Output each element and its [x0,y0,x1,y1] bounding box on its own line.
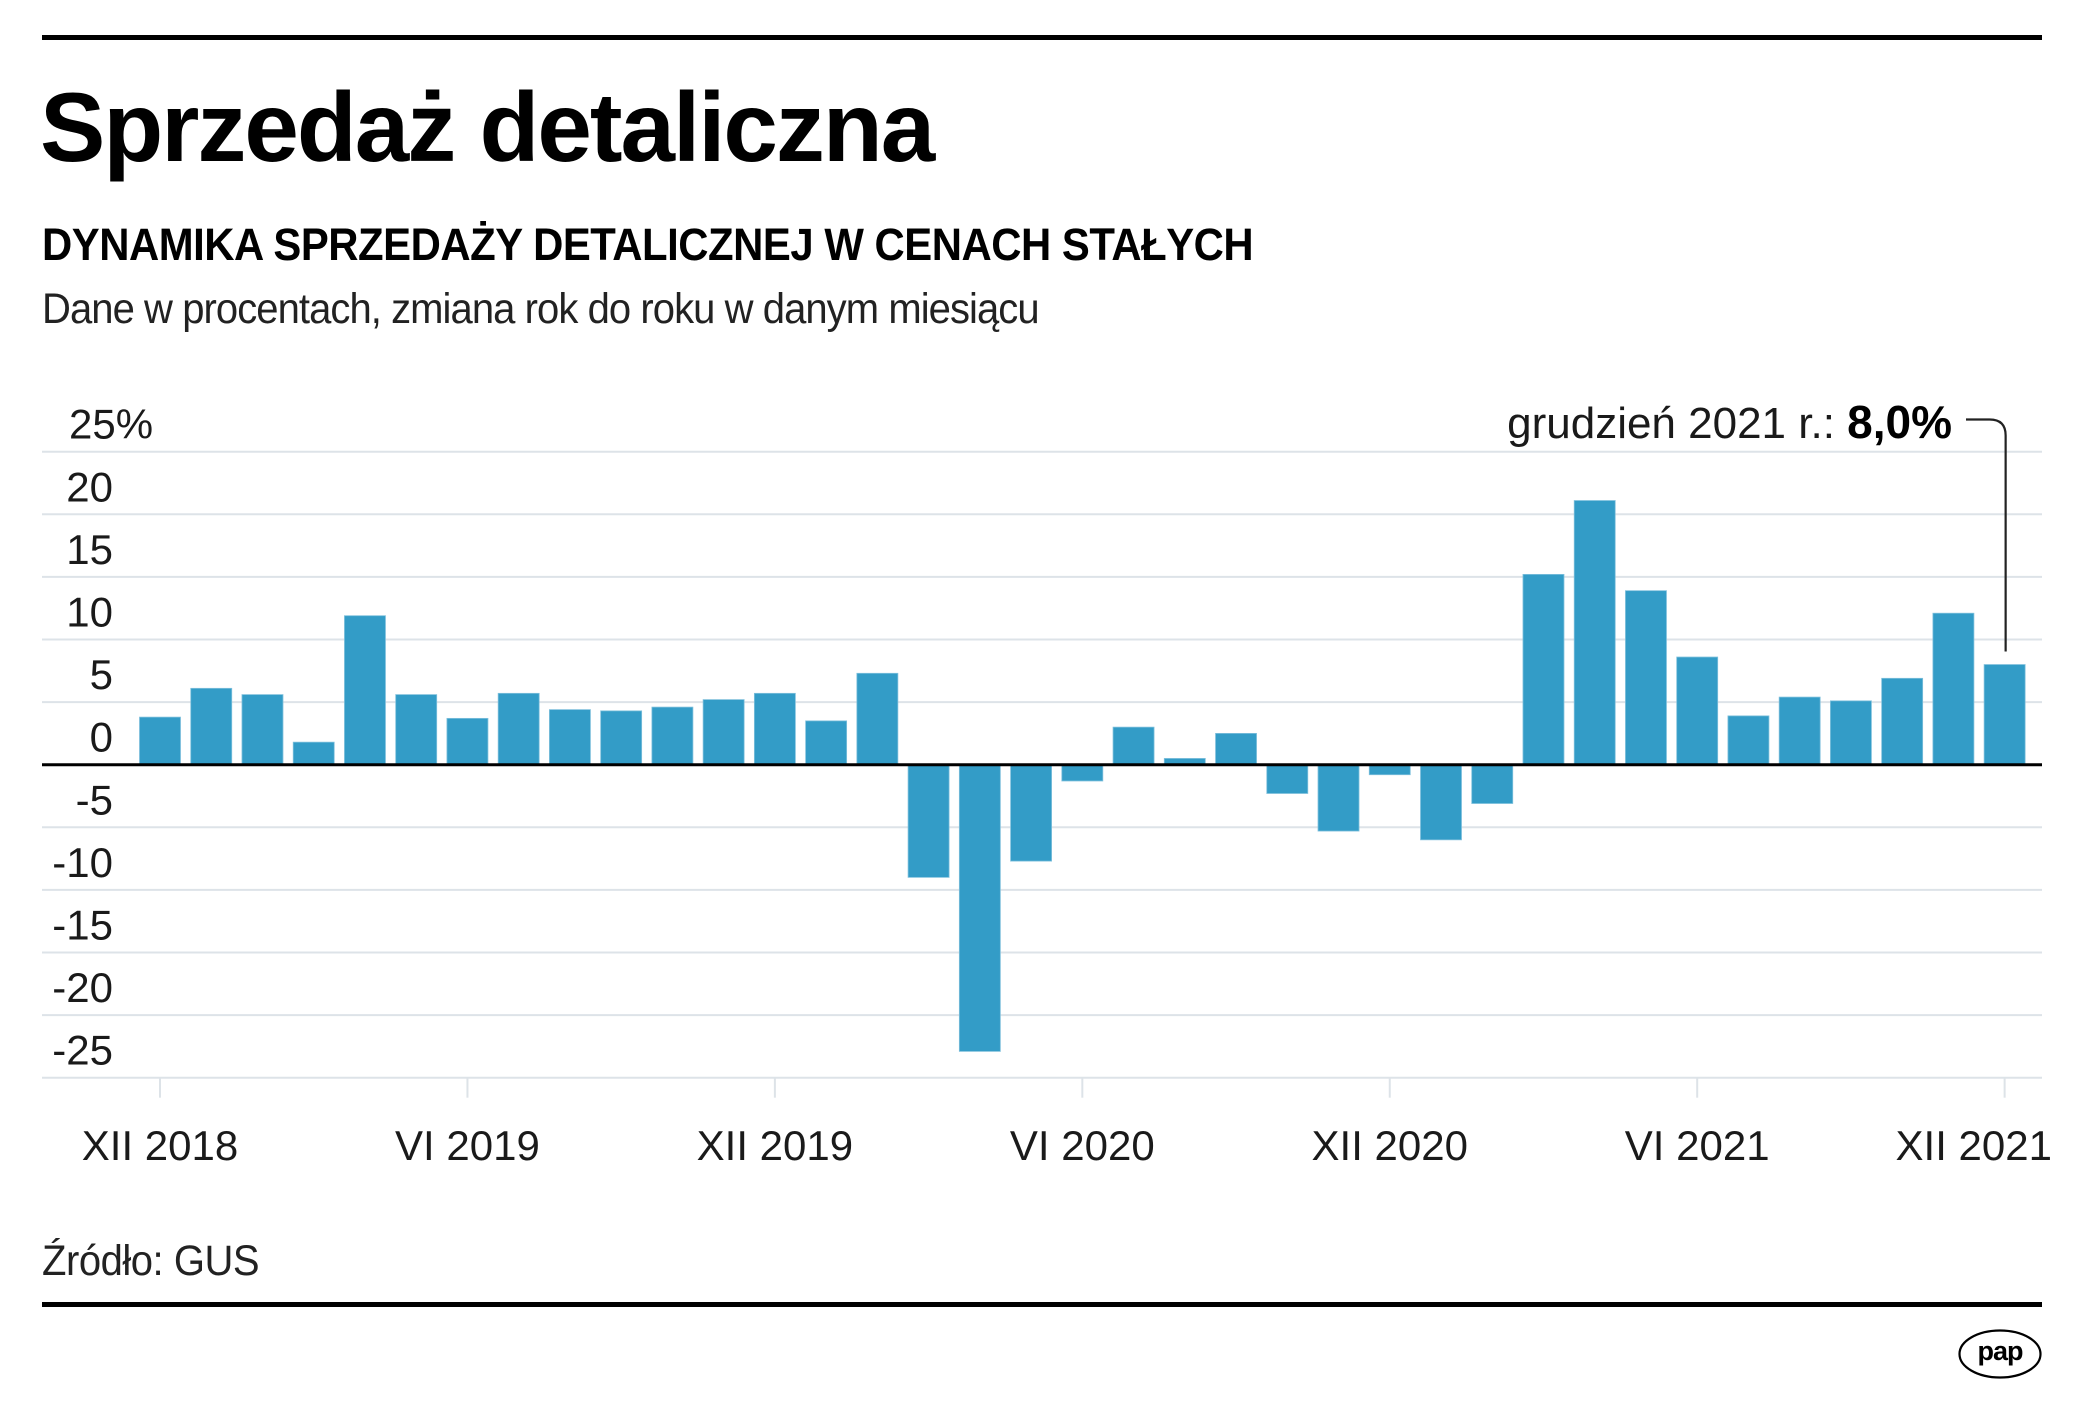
bar-xi-2020 [1317,764,1360,832]
x-tick-label: XII 2021 [1896,1122,2052,1169]
bar-v-2020 [1010,764,1052,862]
x-tick-label: XII 2020 [1312,1122,1468,1169]
bar-iii-2019 [292,741,335,766]
bar-x-2021 [1881,677,1924,766]
bar-ii-2021 [1471,764,1514,804]
bar-vii-2020 [1112,726,1155,766]
bottom-rule [42,1302,2042,1307]
x-axis-ticks [159,1077,2006,1098]
y-tick-label: 0 [90,714,113,761]
bar-i-2021 [1420,764,1462,841]
bar-x-2019 [651,706,694,766]
y-tick-label: -10 [52,839,113,886]
bar-xii-2019 [753,692,796,766]
bar-viii-2019 [549,709,591,766]
y-tick-label: -5 [76,776,113,823]
logo-text: pap [1977,1336,2023,1366]
bar-xii-2020 [1368,764,1411,776]
top-rule [42,35,2042,40]
bar-iv-2020 [958,764,1001,1052]
bar-iv-2021 [1573,500,1616,766]
x-tick-label: VI 2020 [1010,1122,1155,1169]
y-tick-label: 15 [66,526,113,573]
x-axis-labels: XII 2018 VI 2019 XII 2019 VI 2020 XII 2020 VI… [82,1122,2052,1169]
bar-vi-2020 [1061,764,1104,782]
source-note: Źródło: GUS [42,1237,260,1285]
y-tick-label: 25% [69,401,153,448]
x-tick-label: XII 2018 [82,1122,238,1169]
callout-value: 8,0% [1847,396,1952,448]
chart-description: Dane w procentach, zmiana rok do roku w … [42,285,1040,333]
bar-i-2020 [805,720,848,766]
bar-ii-2019 [241,694,284,766]
bar-vii-2021 [1727,715,1770,766]
bar-i-2019 [190,687,233,766]
bar-ii-2020 [856,672,899,766]
pap-logo-icon: pap [1958,1329,2042,1379]
bar-xii-2018 [139,716,181,766]
callout-label: grudzień 2021 r.: 8,0% [1507,396,1952,448]
callout-label-text: grudzień 2021 r.: [1507,399,1847,448]
bar-ix-2019 [600,710,643,766]
bar-vi-2019 [446,717,489,766]
y-tick-label: 5 [90,651,113,698]
page-title: Sprzedaż detaliczna [40,72,935,182]
bar-xii-2021 [1983,664,2026,766]
y-tick-label: -20 [52,964,113,1011]
bars [139,500,2026,1052]
bar-v-2021 [1625,590,1667,766]
bar-iii-2021 [1522,573,1565,766]
y-tick-label: 20 [66,463,113,510]
bar-vi-2021 [1676,656,1719,766]
y-axis-labels: 25% 20 15 10 5 0 -5 -10 -15 -20 -25 [52,401,153,1074]
bar-v-2019 [395,694,438,766]
bar-iii-2020 [907,764,950,878]
bar-xi-2021 [1932,612,1975,766]
bar-ix-2020 [1215,733,1257,766]
bar-viii-2021 [1778,696,1821,766]
x-tick-label: VI 2019 [395,1122,540,1169]
bar-iv-2019 [344,615,386,766]
bar-chart: 25% 20 15 10 5 0 -5 -10 -15 -20 -25 XII 2018 VI 201… [42,396,2052,1169]
y-tick-label: 10 [66,589,113,636]
y-tick-label: -15 [52,902,113,949]
bar-x-2020 [1266,764,1309,794]
x-tick-label: VI 2021 [1625,1122,1770,1169]
bar-vii-2019 [497,692,540,766]
bar-ix-2021 [1830,700,1872,766]
bar-xi-2019 [702,699,745,766]
x-tick-label: XII 2019 [697,1122,853,1169]
chart-subtitle: DYNAMIKA SPRZEDAŻY DETALICZNEJ W CENACH … [42,219,1254,270]
callout-annotation: grudzień 2021 r.: 8,0% [1507,396,2007,652]
callout-leader-line [1966,418,2007,652]
y-tick-label: -25 [52,1027,113,1074]
